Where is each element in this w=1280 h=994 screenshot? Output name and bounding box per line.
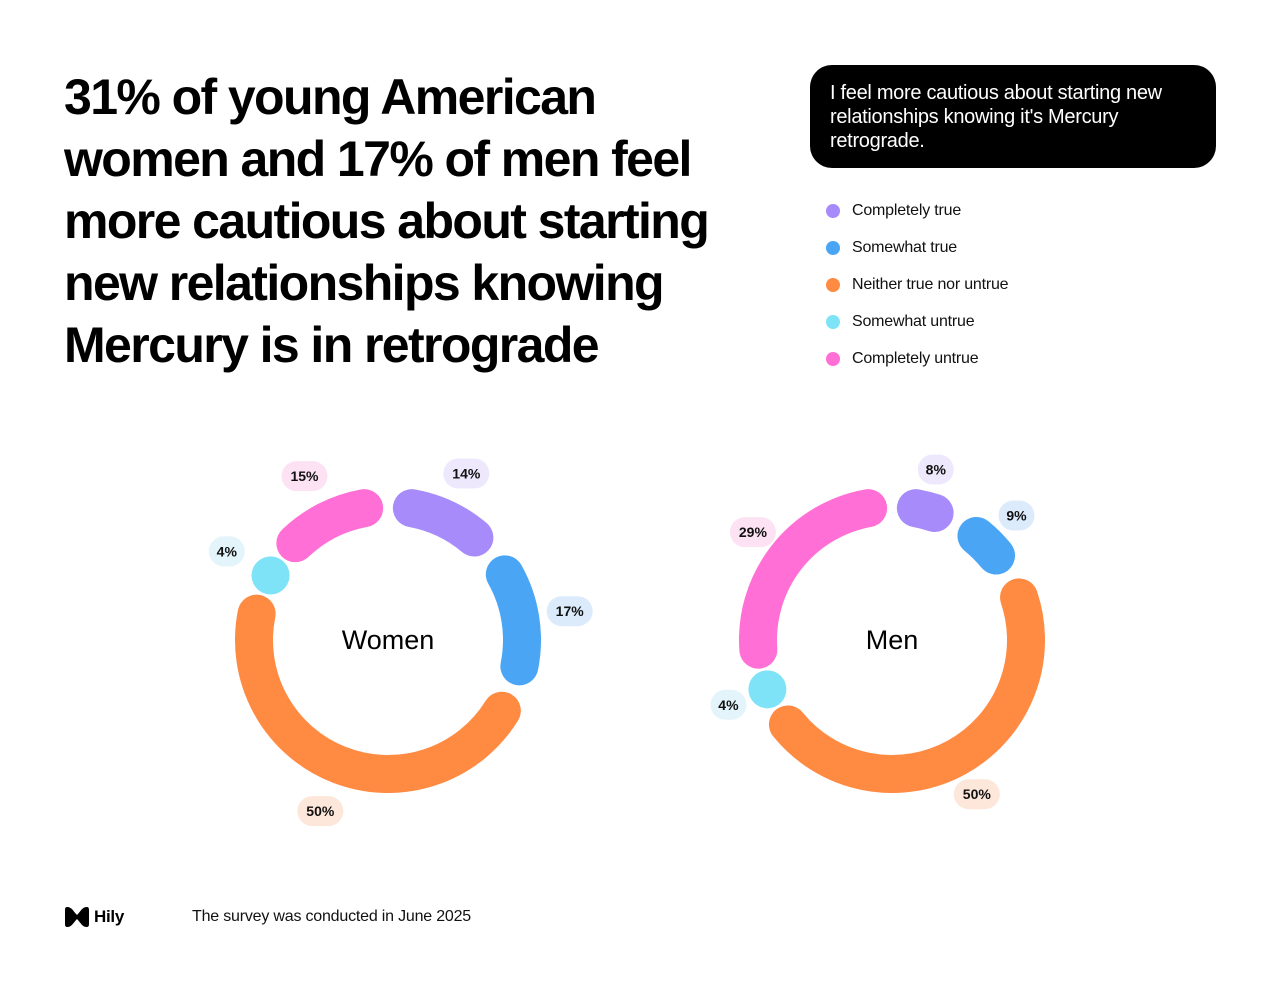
legend-item-neither: Neither true nor untrue [826, 266, 1009, 303]
legend-item-completely-true: Completely true [826, 192, 1008, 229]
donut-chart-women: 14% 17% 50% 4% 15% Women [208, 458, 593, 827]
slice-somewhat-true [485, 555, 541, 686]
legend-item-somewhat-true: Somewhat true [826, 229, 1008, 266]
question-box: I feel more cautious about starting new … [810, 65, 1216, 168]
legend-dot [826, 351, 840, 366]
legend-item-completely-untrue: Completely untrue [826, 340, 1008, 377]
slice-neither-true-nor-untrue [768, 578, 1045, 793]
value-label: 4% [718, 697, 739, 713]
headline: 31% of young American women and 17% of m… [64, 69, 710, 373]
slice-completely-true [896, 489, 954, 532]
slice-completely-true [392, 489, 494, 557]
legend-label: Completely true [852, 201, 962, 219]
value-label: 9% [1006, 508, 1027, 524]
value-label: 8% [926, 462, 947, 478]
brand-name: Hily [94, 907, 124, 926]
legend-label: Somewhat true [852, 238, 958, 256]
legend-dot [826, 314, 840, 329]
value-label: 15% [290, 468, 319, 484]
donut-center-label: Women [342, 625, 435, 655]
value-label-bg [998, 500, 1035, 531]
slice-completely-untrue [739, 489, 888, 669]
legend-dot [826, 240, 840, 255]
value-label-bg [281, 461, 328, 492]
donut-chart-men: 8% 9% 50% 4% 29% Men [710, 454, 1045, 810]
slice-completely-untrue [276, 489, 384, 563]
value-label: 17% [556, 603, 585, 619]
value-label-bg [297, 796, 344, 827]
value-label-bg [729, 517, 776, 548]
value-label-bg [546, 596, 593, 627]
value-label-bg [710, 689, 747, 720]
value-label: 14% [452, 466, 481, 482]
value-label: 50% [306, 803, 335, 819]
value-label-bg [953, 779, 1000, 810]
value-label: 50% [963, 786, 992, 802]
legend-dot [826, 203, 840, 218]
value-label: 29% [739, 524, 768, 540]
donut-center-label: Men [866, 625, 919, 655]
hily-logo-icon [65, 907, 89, 927]
legend-item-somewhat-untrue: Somewhat untrue [826, 303, 1008, 340]
value-label-bg [443, 458, 490, 489]
legend-label: Neither true nor untrue [852, 275, 1009, 293]
legend-label: Somewhat untrue [852, 312, 975, 330]
legend-dot [826, 277, 840, 292]
survey-note: The survey was conducted in June 2025 [192, 908, 471, 925]
value-label: 4% [217, 543, 238, 559]
value-label-bg [208, 536, 245, 567]
slice-neither-true-nor-untrue [235, 594, 521, 793]
question-text: I feel more cautious about starting new … [830, 82, 1162, 152]
legend: Completely true Somewhat true Neither tr… [826, 192, 1009, 377]
brand-logo: Hily [64, 905, 124, 929]
value-label-bg [917, 454, 954, 485]
slice-somewhat-true [957, 516, 1016, 575]
legend-label: Completely untrue [852, 349, 979, 367]
